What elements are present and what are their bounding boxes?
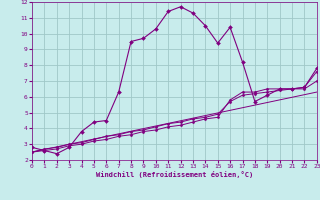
X-axis label: Windchill (Refroidissement éolien,°C): Windchill (Refroidissement éolien,°C) [96, 171, 253, 178]
